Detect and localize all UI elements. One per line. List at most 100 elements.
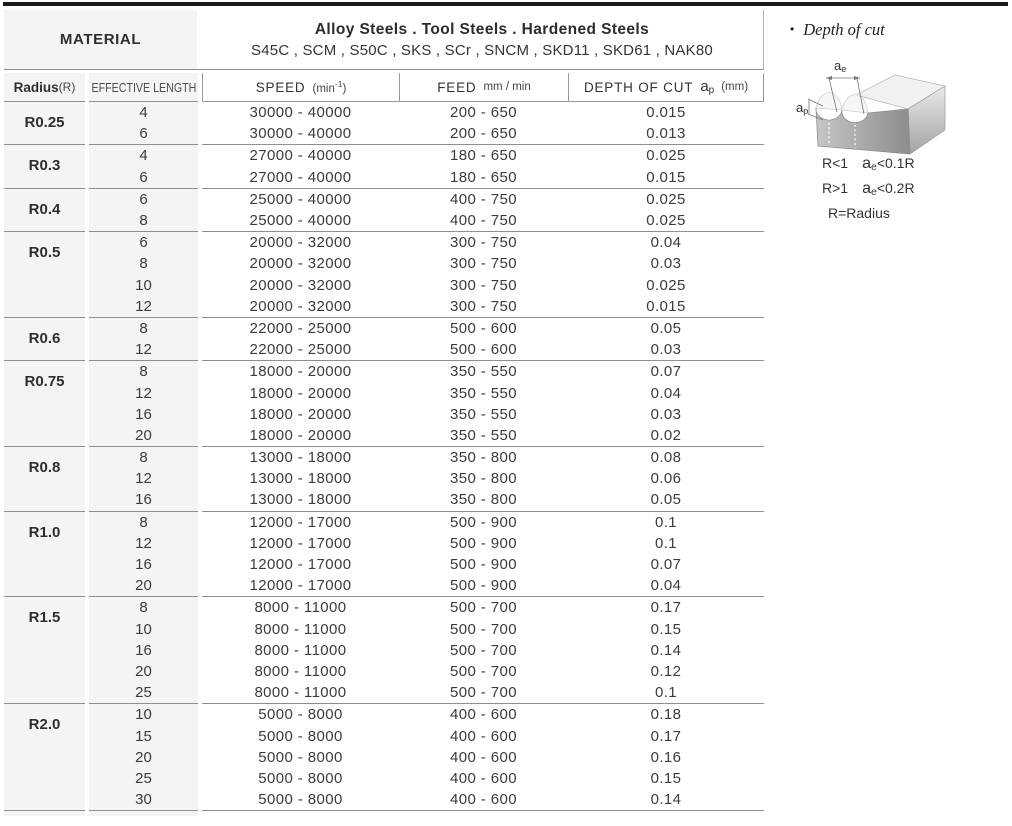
feed-value: 180 - 650 (450, 147, 517, 165)
table-row: 25000 - 40000 400 - 750 0.025 (202, 210, 764, 231)
svg-text:ap: ap (796, 100, 808, 116)
radius-cell: R0.75 (4, 361, 85, 448)
table-row: 13000 - 18000 350 - 800 0.05 (202, 489, 764, 510)
feed-value: 500 - 900 (450, 513, 517, 531)
depth-value: 0.18 (650, 706, 682, 724)
depth-value: 0.1 (654, 513, 678, 531)
effective-length-value: 12 (135, 384, 152, 402)
depth-value: 0.02 (650, 426, 682, 444)
effective-length-column: 8 12 16 20 (89, 511, 198, 598)
radius-cell: R0.6 (4, 317, 85, 362)
feed-value: 400 - 750 (450, 211, 517, 229)
radius-header-suffix: (R) (58, 80, 76, 94)
length-column-stub (89, 811, 198, 817)
feed-value: 200 - 650 (450, 125, 517, 143)
table-row: 5000 - 8000 400 - 600 0.15 (202, 768, 764, 789)
effective-length-value: 6 (139, 234, 148, 252)
radius-definition-note: R=Radius (828, 205, 890, 221)
effective-length-value: 16 (135, 641, 152, 659)
effective-length-value: 20 (135, 426, 152, 444)
material-label: MATERIAL (59, 31, 142, 48)
ae-limit-note-small-radius: R<1 ae<0.1R (822, 155, 915, 173)
table-row: 13000 - 18000 350 - 800 0.06 (202, 468, 764, 489)
material-value-cell: Alloy Steels . Tool Steels . Hardened St… (201, 10, 764, 69)
table-row: 5000 - 8000 400 - 600 0.17 (202, 726, 764, 747)
table-row: 18000 - 20000 350 - 550 0.03 (202, 404, 764, 425)
table-body: R0.25 4 6 30000 - 40000 200 - 650 0.015 30000 … (4, 102, 764, 812)
speed-value: 22000 - 25000 (249, 341, 352, 359)
data-column: 27000 - 40000 180 - 650 0.025 27000 - 40000… (202, 145, 764, 189)
material-steel-grades: S45C , SCM , S50C , SKS , SCr , SNCM , S… (251, 41, 713, 59)
depth-value: 0.14 (650, 641, 682, 659)
effective-length-value: 15 (135, 727, 152, 745)
effective-length-value: 6 (139, 190, 148, 208)
feed-value: 400 - 600 (450, 769, 517, 787)
depth-value: 0.05 (650, 491, 682, 509)
depth-header-symbol: ap (700, 78, 715, 96)
table-row: 12000 - 17000 500 - 900 0.1 (202, 533, 764, 554)
depth-value: 0.05 (650, 319, 682, 337)
feed-value: 300 - 750 (450, 297, 517, 315)
data-column: 18000 - 20000 350 - 550 0.07 18000 - 20000 3… (202, 361, 764, 448)
table-row: 20000 - 32000 300 - 750 0.015 (202, 296, 764, 317)
feed-value: 500 - 700 (450, 641, 517, 659)
depth-value: 0.025 (646, 276, 686, 294)
effective-length-column-header: EFFECTIVE LENGTH (89, 73, 198, 102)
radius-label: R2.0 (28, 716, 61, 734)
depth-value: 0.025 (646, 190, 686, 208)
depth-value: 0.03 (650, 405, 682, 423)
data-column: 5000 - 8000 400 - 600 0.18 5000 - 8000 400 -… (202, 704, 764, 812)
table-row: 30000 - 40000 200 - 650 0.015 (202, 102, 764, 123)
data-column-headers: SPEED (min-1) FEED mm / min DEPTH OF CUT… (202, 73, 764, 102)
table-row: 13000 - 18000 350 - 800 0.08 (202, 447, 764, 468)
bullet-icon: • (790, 22, 795, 36)
depth-of-cut-title: • Depth of cut (790, 20, 885, 39)
feed-header-label: FEED (437, 79, 477, 95)
depth-value: 0.08 (650, 449, 682, 467)
effective-length-value: 20 (135, 577, 152, 595)
radius-group: R1.5 8 10 16 20 25 8000 - 11000 500 - 700 0.17 80… (4, 597, 764, 705)
feed-value: 400 - 600 (450, 748, 517, 766)
speed-value: 18000 - 20000 (249, 426, 352, 444)
speed-header-unit: (min-1) (312, 79, 347, 95)
speed-value: 30000 - 40000 (249, 104, 352, 121)
radius-group: R1.0 8 12 16 20 12000 - 17000 500 - 900 0.1 1200… (4, 511, 764, 598)
speed-header-label: SPEED (255, 79, 306, 95)
speed-value: 20000 - 32000 (249, 276, 352, 294)
effective-length-value: 6 (139, 168, 148, 186)
table-row: 27000 - 40000 180 - 650 0.015 (202, 167, 764, 188)
effective-length-value: 10 (135, 706, 152, 724)
table-row: 8000 - 11000 500 - 700 0.12 (202, 661, 764, 682)
radius-group: R0.25 4 6 30000 - 40000 200 - 650 0.015 30000 … (4, 102, 764, 146)
depth-value: 0.15 (650, 620, 682, 638)
feed-value: 350 - 550 (450, 426, 517, 444)
speed-value: 20000 - 32000 (249, 255, 352, 273)
radius-label: R0.3 (28, 157, 61, 175)
speed-value: 20000 - 32000 (249, 297, 352, 315)
effective-length-value: 8 (139, 513, 148, 531)
effective-length-value: 16 (135, 556, 152, 573)
depth-value: 0.07 (650, 556, 682, 573)
speed-value: 18000 - 20000 (249, 363, 352, 381)
radius-cell: R2.0 (4, 704, 85, 812)
effective-length-column: 8 10 16 20 25 (89, 597, 198, 705)
radius-cell: R0.8 (4, 447, 85, 512)
feed-value: 500 - 900 (450, 556, 517, 573)
table-row: 30000 - 40000 200 - 650 0.013 (202, 123, 764, 144)
speed-value: 27000 - 40000 (249, 147, 352, 165)
depth-value: 0.04 (650, 234, 682, 252)
radius-group: R0.6 8 12 22000 - 25000 500 - 600 0.05 22000 -… (4, 317, 764, 362)
effective-length-value: 12 (135, 470, 152, 488)
speed-value: 13000 - 18000 (249, 491, 352, 509)
speed-value: 8000 - 11000 (254, 599, 347, 617)
feed-value: 500 - 600 (450, 319, 517, 337)
depth-value: 0.015 (646, 104, 686, 121)
effective-length-value: 16 (135, 491, 152, 509)
effective-length-column: 8 12 16 20 (89, 361, 198, 448)
radius-cell: R1.5 (4, 597, 85, 705)
effective-length-value: 25 (135, 684, 152, 702)
depth-value: 0.17 (650, 599, 682, 617)
speed-value: 5000 - 8000 (258, 706, 343, 724)
radius-group: R0.8 8 12 16 13000 - 18000 350 - 800 0.08 13000… (4, 447, 764, 512)
speed-value: 8000 - 11000 (254, 620, 347, 638)
